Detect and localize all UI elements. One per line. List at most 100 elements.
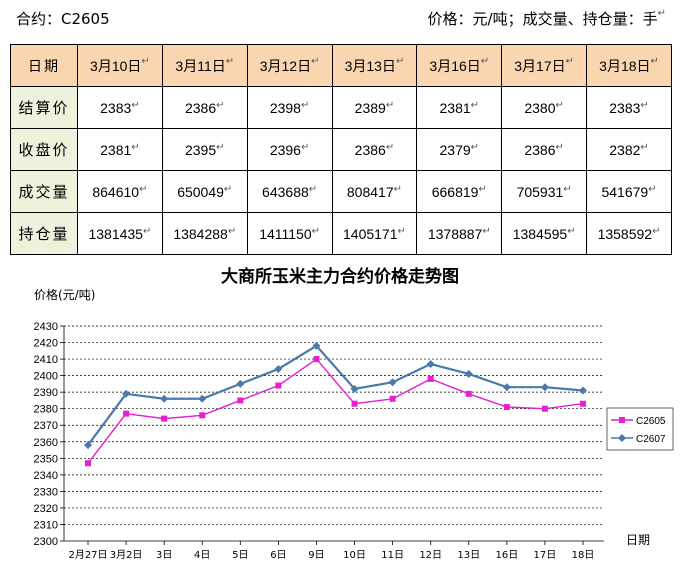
cell-value: 2398: [269, 99, 301, 116]
return-mark-icon: ↵: [652, 225, 661, 237]
return-mark-icon: ↵: [300, 141, 310, 153]
value-cell: 1411150↵: [246, 212, 333, 255]
data-point: [426, 360, 435, 369]
data-point: [388, 378, 397, 387]
units-label: 价格：元/吨；成交量、持仓量：手↵: [427, 8, 666, 28]
y-tick-label: 2310: [34, 519, 58, 531]
x-tick-label: 11日: [381, 550, 404, 561]
date-label: 3月13日: [344, 57, 396, 74]
data-point: [236, 379, 245, 388]
return-mark-icon: ↵: [480, 55, 490, 67]
value-cell: 1405171↵: [331, 212, 418, 255]
y-tick-label: 2320: [34, 503, 58, 515]
cell-value: 2379: [439, 141, 471, 158]
cell-value: 1405171: [343, 225, 398, 242]
value-cell: 2383↵: [586, 86, 672, 129]
return-mark-icon: ↵: [640, 99, 649, 111]
y-tick-label: 2360: [34, 437, 58, 449]
cell-value: 2386: [354, 141, 386, 158]
data-point: [351, 400, 358, 407]
value-cell: 2396↵: [246, 128, 333, 171]
return-mark-icon: ↵: [555, 141, 564, 153]
value-cell: 705931↵: [501, 170, 588, 213]
return-mark-icon: ↵: [563, 183, 572, 195]
y-tick-label: 2410: [34, 354, 58, 366]
return-mark-icon: ↵: [227, 225, 237, 237]
legend-label: C2607: [636, 434, 666, 445]
value-cell: 1381435↵: [77, 212, 163, 255]
x-tick-label: 12日: [419, 550, 442, 561]
cell-value: 2381: [439, 99, 471, 116]
legend-marker: [619, 417, 625, 423]
cell-value: 2383: [609, 99, 641, 116]
y-tick-label: 2340: [34, 470, 58, 482]
return-mark-icon: ↵: [640, 141, 649, 153]
legend-box: [606, 407, 674, 451]
date-label: 3月16日: [429, 57, 481, 74]
value-cell: 2381↵: [77, 128, 163, 171]
cell-value: 666819: [431, 183, 479, 200]
date-label: 3月17日: [514, 57, 566, 74]
return-mark-icon: ↵: [225, 55, 235, 67]
x-tick-label: 4日: [194, 550, 210, 561]
date-label: 3月12日: [259, 57, 312, 74]
return-mark-icon: ↵: [565, 55, 575, 67]
data-point: [85, 460, 91, 467]
y-tick-label: 2430: [34, 321, 58, 333]
data-point: [540, 383, 549, 392]
series-line-c2607: [87, 344, 584, 446]
return-mark-icon: ↵: [131, 141, 140, 153]
cell-value: 864610: [92, 183, 140, 200]
data-point: [122, 389, 131, 398]
return-mark-icon: ↵: [311, 55, 320, 67]
row-label-cell: 结算价: [10, 86, 78, 129]
value-cell: 1358592↵: [586, 212, 672, 255]
row-label-cell: 成交量: [10, 170, 78, 213]
y-tick-label: 2350: [34, 453, 58, 465]
cell-value: 643688: [262, 183, 309, 200]
series-line-c2605: [87, 358, 584, 464]
value-cell: 2382↵: [586, 128, 672, 171]
data-point: [312, 341, 321, 350]
cell-value: 2389: [354, 99, 386, 116]
cell-value: 2386: [184, 99, 217, 116]
x-tick-label: 2月27日: [68, 549, 107, 561]
value-cell: 650049↵: [161, 170, 248, 213]
cell-value: 1378887: [427, 225, 483, 242]
data-point: [464, 369, 473, 378]
x-tick-label: 17日: [534, 550, 557, 561]
value-cell: 2386↵: [501, 128, 588, 171]
date-header-cell: 3月13日↵: [331, 44, 418, 87]
table-header-row: 日期 3月10日↵ 3月11日↵ 3月12日↵ 3月13日↵ 3月16日↵ 3月17日↵ 3月…: [10, 44, 672, 87]
value-cell: 541679↵: [586, 170, 672, 213]
value-cell: 1384595↵: [501, 212, 588, 255]
data-point: [541, 405, 548, 412]
x-tick-label: 13日: [457, 550, 480, 561]
return-mark-icon: ↵: [141, 55, 150, 67]
value-cell: 2398↵: [246, 86, 333, 129]
data-point: [503, 404, 510, 411]
table-corner-cell: 日期: [10, 44, 78, 87]
y-tick-label: 2300: [34, 536, 58, 548]
cell-value: 2386: [524, 141, 556, 158]
value-cell: 2383↵: [77, 86, 163, 129]
contract-label: 合约：C2605: [16, 10, 110, 28]
cell-value: 1384288: [173, 225, 228, 242]
data-point: [199, 412, 206, 419]
cell-value: 2383: [100, 99, 132, 116]
row-label-cell: 持仓量: [10, 212, 78, 255]
return-mark-icon: ↵: [308, 183, 318, 195]
data-point: [84, 441, 92, 450]
value-cell: 1378887↵: [416, 212, 503, 255]
data-point: [237, 397, 244, 404]
value-cell: 2389↵: [331, 86, 418, 129]
x-tick-label: 9日: [308, 550, 324, 561]
x-tick-label: 3日: [156, 550, 172, 561]
return-mark-icon: ↵: [216, 99, 225, 111]
y-tick-label: 2400: [34, 371, 58, 383]
value-cell: 2379↵: [416, 128, 503, 171]
y-tick-label: 2330: [34, 486, 58, 498]
cell-value: 2396: [269, 141, 301, 158]
data-point: [465, 390, 472, 397]
